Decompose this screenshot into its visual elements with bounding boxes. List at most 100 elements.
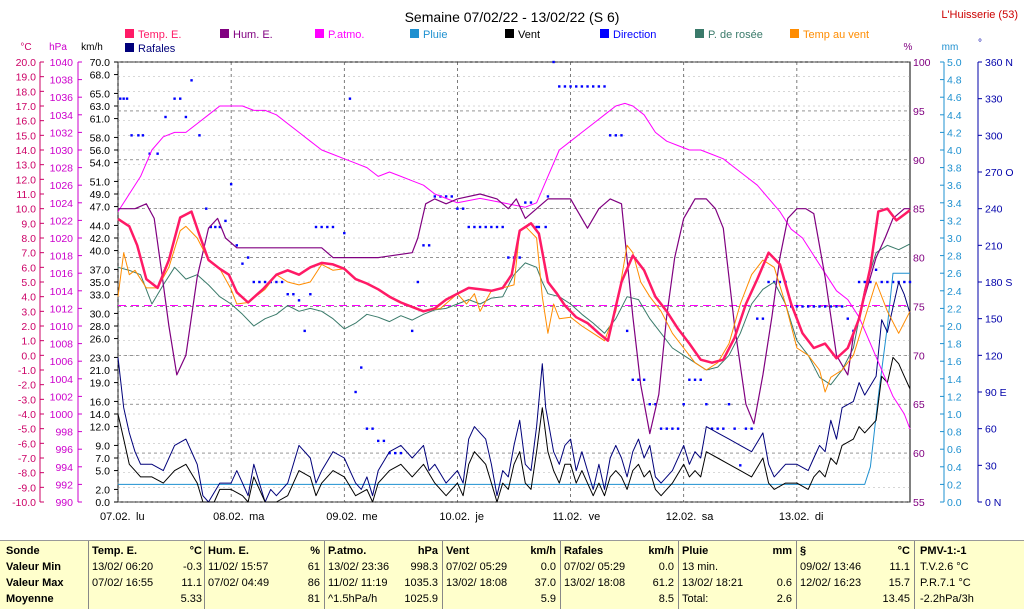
direction-point bbox=[450, 195, 453, 198]
wind-tick-label: 49.0 bbox=[90, 189, 111, 201]
press-tick-label: 1004 bbox=[50, 374, 74, 386]
stat-min-val: 61 bbox=[307, 561, 320, 573]
unit-hum: % bbox=[904, 42, 913, 53]
stat-max-date: 12/02/ 16:23 bbox=[800, 577, 862, 589]
rain-tick-label: 4.6 bbox=[947, 92, 962, 104]
direction-point bbox=[377, 439, 380, 443]
stats-separator bbox=[560, 541, 561, 609]
stats-row: 07/02/ 05:29 0.0 bbox=[564, 559, 674, 575]
x-axis: 07.02. lu 08.02. ma 09.02. me 10.02. je 11.02. ve… bbox=[100, 511, 823, 523]
wind-tick-label: 9.0 bbox=[95, 440, 110, 452]
rain-tick-label: 2.0 bbox=[947, 321, 962, 333]
stat-mean-date: Total: bbox=[682, 593, 709, 605]
direction-point bbox=[388, 451, 391, 455]
stats-col: P.atmo. hPa 13/02/ 23:36 998.3 11/02/ 11:19 1… bbox=[328, 543, 438, 607]
direction-point bbox=[544, 225, 547, 229]
stat-name: Vent bbox=[446, 545, 470, 557]
direction-point bbox=[433, 195, 436, 198]
wind-tick-label: 61.0 bbox=[90, 114, 111, 126]
press-tick-label: 1024 bbox=[50, 198, 74, 210]
legend-label: P. de rosée bbox=[708, 29, 763, 41]
stat-name: Temp. E. bbox=[92, 545, 138, 557]
x-tick-day: je bbox=[474, 511, 484, 523]
direction-point bbox=[394, 451, 397, 455]
legend-label: P.atmo. bbox=[328, 29, 365, 41]
stats-col: Vent km/h 07/02/ 05:29 0.0 13/02/ 18:08 37.0 5… bbox=[446, 543, 556, 607]
temp-tick-label: 16.0 bbox=[16, 116, 37, 128]
hum-tick-label: 100 bbox=[913, 57, 931, 69]
press-tick-label: 1006 bbox=[50, 356, 74, 368]
direction-point bbox=[767, 280, 770, 284]
rain-tick-label: 1.2 bbox=[947, 391, 962, 403]
direction-point bbox=[818, 305, 821, 308]
direction-point bbox=[314, 225, 318, 229]
temp-tick-label: -7.0 bbox=[18, 453, 36, 465]
x-tick-label: 08.02. bbox=[213, 511, 244, 523]
rain-tick-label: 0.6 bbox=[947, 444, 962, 456]
stat-max-date: 11/02/ 11:19 bbox=[328, 577, 388, 589]
stat-max-date: 13/02/ 18:08 bbox=[446, 577, 508, 589]
stat-min-date: 13 min. bbox=[682, 561, 719, 573]
press-tick-label: 1018 bbox=[50, 251, 74, 263]
direction-point bbox=[214, 225, 217, 229]
temp-tick-label: 17.0 bbox=[16, 101, 37, 113]
stats-row: 5.9 bbox=[446, 591, 556, 607]
legend-label: Pluie bbox=[423, 29, 447, 41]
direction-point bbox=[761, 317, 765, 320]
rain-tick-label: 0.0 bbox=[947, 497, 962, 509]
direction-point bbox=[292, 293, 295, 296]
press-tick-label: 1030 bbox=[50, 145, 74, 157]
rain-tick-label: 3.0 bbox=[947, 233, 962, 245]
temp-tick-label: -4.0 bbox=[18, 409, 36, 421]
rain-tick-label: 4.4 bbox=[947, 110, 962, 122]
wind-tick-label: 2.0 bbox=[95, 484, 110, 496]
series-line-hum-e- bbox=[118, 193, 910, 435]
direction-point bbox=[903, 280, 906, 284]
series-line-vent bbox=[117, 356, 911, 503]
direction-point bbox=[360, 366, 363, 369]
direction-point bbox=[625, 329, 629, 333]
sonde-label: Sonde bbox=[6, 545, 40, 557]
unit-dir: ° bbox=[978, 38, 982, 49]
pmv-line3: -2.2hPa/3h bbox=[920, 593, 974, 605]
rain-tick-label: 1.8 bbox=[947, 339, 962, 351]
direction-point bbox=[422, 244, 425, 247]
direction-point bbox=[614, 134, 618, 137]
rain-tick-label: 5.0 bbox=[947, 57, 962, 69]
direction-point bbox=[495, 225, 499, 229]
wind-tick-label: 5.0 bbox=[95, 466, 110, 478]
direction-point bbox=[682, 403, 685, 406]
direction-point bbox=[608, 134, 612, 137]
stat-mean: 2.6 bbox=[776, 593, 792, 605]
dir-tick-label: 90 E bbox=[985, 387, 1007, 399]
press-tick-label: 1028 bbox=[50, 163, 74, 175]
wind-tick-label: 51.0 bbox=[90, 176, 111, 188]
press-tick-label: 1036 bbox=[50, 92, 74, 104]
direction-point bbox=[518, 256, 521, 259]
direction-point bbox=[801, 305, 804, 308]
direction-point bbox=[846, 317, 849, 320]
direction-point bbox=[461, 207, 465, 210]
direction-point bbox=[592, 85, 595, 88]
temp-tick-label: 9.0 bbox=[21, 218, 36, 230]
wind-tick-label: 23.0 bbox=[90, 352, 111, 364]
temp-tick-label: 10.0 bbox=[16, 204, 37, 216]
stat-max-val: 15.7 bbox=[888, 577, 910, 589]
direction-point bbox=[648, 403, 651, 406]
pmv-line2: P.R.7.1 °C bbox=[920, 577, 971, 589]
legend-label: Temp. E. bbox=[138, 29, 181, 41]
dir-tick-label: 360 N bbox=[985, 57, 1013, 69]
wind-tick-label: 54.0 bbox=[90, 158, 111, 170]
stat-mean: 8.5 bbox=[658, 593, 674, 605]
pmv-title: PMV-1:-1 bbox=[920, 545, 967, 557]
wind-tick-label: 26.0 bbox=[90, 334, 111, 346]
legend-label: Temp au vent bbox=[803, 29, 869, 41]
chart-title: Semaine 07/02/22 - 13/02/22 (S 6) bbox=[405, 9, 620, 25]
stat-name: Pluie bbox=[682, 545, 709, 557]
legend-label: Hum. E. bbox=[233, 29, 273, 41]
direction-point bbox=[309, 293, 312, 296]
stat-min-val: -0.3 bbox=[183, 561, 202, 573]
stats-row: 12/02/ 16:23 15.7 bbox=[800, 575, 910, 591]
direction-point bbox=[137, 134, 140, 137]
left-axes: 20.0 19.0 18.0 17.0 16.0 15.0 14.0 13.0 12.0 11.0… bbox=[12, 57, 118, 509]
